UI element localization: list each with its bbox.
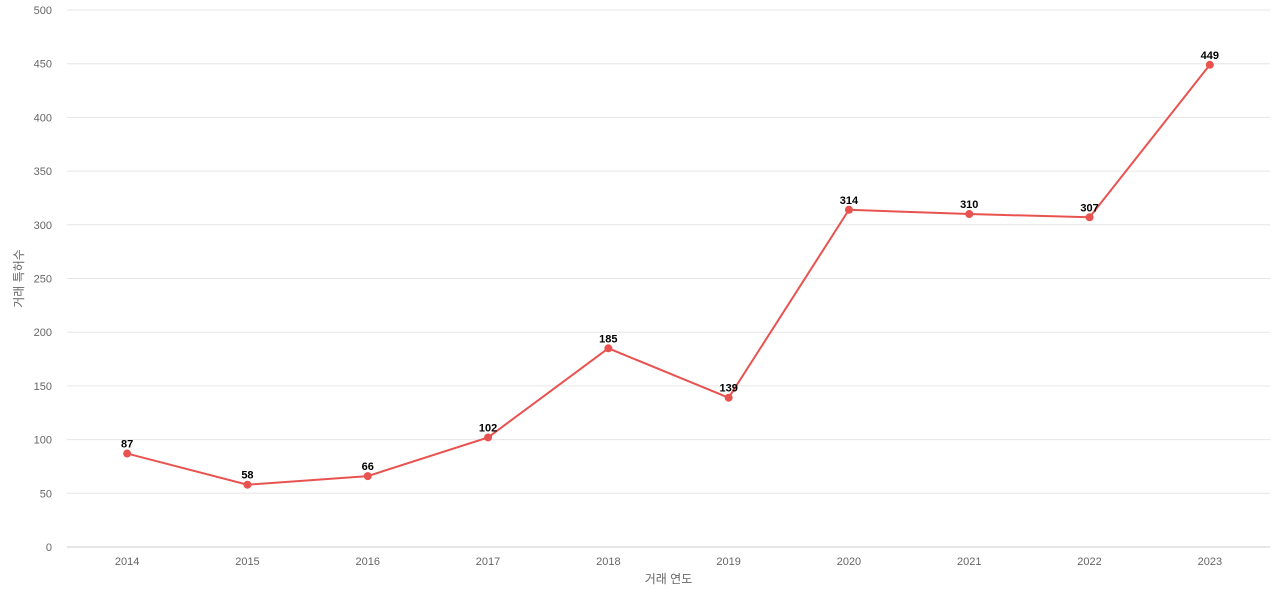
x-tick-label: 2023 <box>1198 556 1222 568</box>
y-tick-label: 350 <box>34 166 52 178</box>
data-label: 58 <box>241 470 253 482</box>
y-tick-label: 50 <box>40 488 52 500</box>
y-tick-label: 100 <box>34 435 52 447</box>
data-point[interactable] <box>1205 60 1214 69</box>
series-line <box>126 64 1211 486</box>
data-labels: 87 58 66 102 185 139 314 310 307 449 <box>121 50 1219 482</box>
x-tick-label: 2017 <box>476 556 500 568</box>
data-point[interactable] <box>965 210 974 219</box>
y-tick-label: 150 <box>34 381 52 393</box>
series <box>123 60 1214 489</box>
data-point[interactable] <box>243 480 252 489</box>
data-label: 307 <box>1080 202 1098 214</box>
y-tick-label: 250 <box>34 274 52 286</box>
y-tick-label: 300 <box>34 220 52 232</box>
y-tick-label: 400 <box>34 112 52 124</box>
data-label: 310 <box>960 199 978 211</box>
x-axis-title: 거래 연도 <box>645 572 693 586</box>
x-tick-label: 2014 <box>115 556 139 568</box>
x-tick-label: 2018 <box>596 556 620 568</box>
data-point[interactable] <box>1085 213 1094 222</box>
grid <box>67 9 1270 494</box>
x-tick-label: 2015 <box>235 556 259 568</box>
data-label: 449 <box>1201 50 1219 62</box>
data-point[interactable] <box>123 449 132 458</box>
y-tick-label: 500 <box>34 5 52 17</box>
x-tick-label: 2020 <box>837 556 861 568</box>
data-point[interactable] <box>604 344 613 353</box>
data-label: 139 <box>719 383 737 395</box>
data-point[interactable] <box>724 393 733 402</box>
data-point[interactable] <box>844 205 853 214</box>
y-tick-label: 0 <box>46 542 52 554</box>
y-axis-ticks: 0 50 100 150 200 250 300 350 400 450 500 <box>34 5 52 554</box>
x-tick-label: 2022 <box>1077 556 1101 568</box>
data-point[interactable] <box>484 433 493 442</box>
data-label: 87 <box>121 439 133 451</box>
x-axis-ticks: 2014 2015 2016 2017 2018 2019 2020 2021 2022 2023 <box>115 556 1222 568</box>
y-tick-label: 450 <box>34 59 52 71</box>
y-axis-title: 거래 특허수 <box>12 249 26 308</box>
x-tick-label: 2019 <box>716 556 740 568</box>
data-label: 314 <box>840 195 859 207</box>
data-label: 185 <box>599 333 617 345</box>
x-tick-label: 2016 <box>356 556 380 568</box>
data-label: 102 <box>479 422 497 434</box>
data-label: 66 <box>362 461 374 473</box>
data-point[interactable] <box>363 472 372 481</box>
y-tick-label: 200 <box>34 327 52 339</box>
x-tick-label: 2021 <box>957 556 981 568</box>
